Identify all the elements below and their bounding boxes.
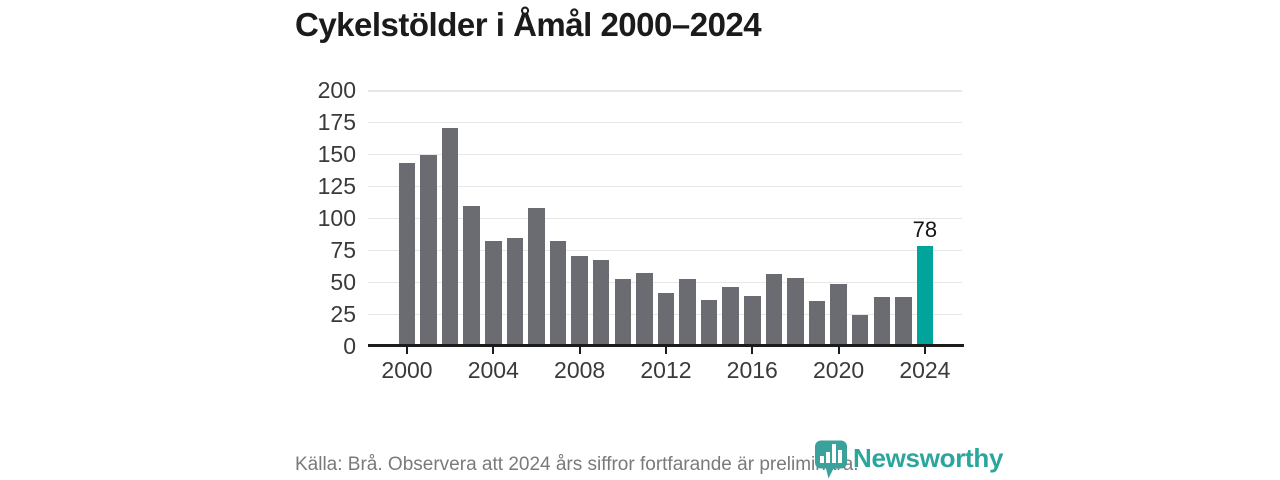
bar-2023 <box>895 296 912 346</box>
gridline-y-175 <box>368 121 962 124</box>
bar-2008 <box>571 256 588 346</box>
x-axis-tick-label: 2004 <box>467 357 519 383</box>
bar-2024 <box>916 245 934 346</box>
chart-title: Cykelstölder i Åmål 2000–2024 <box>295 6 762 43</box>
y-axis-tick-label: 100 <box>317 204 356 231</box>
y-axis-tick-label: 50 <box>330 268 356 295</box>
bar-2018 <box>787 277 804 346</box>
bar-2004 <box>485 240 502 346</box>
y-axis-tick-label: 25 <box>330 300 356 327</box>
y-axis-tick-label: 150 <box>317 140 356 167</box>
source-note: Källa: Brå. Observera att 2024 års siffr… <box>295 454 859 475</box>
x-axis-tick-label: 2000 <box>381 357 433 383</box>
bar-2006 <box>528 207 545 346</box>
gridline-y-75 <box>368 249 962 252</box>
x-axis-tick-2004 <box>492 346 495 354</box>
bar-2021 <box>851 314 869 346</box>
y-axis-tick-label: 125 <box>317 172 356 199</box>
bar-2003 <box>463 206 480 346</box>
bar-2016 <box>744 295 761 346</box>
gridline-y-125 <box>368 185 962 188</box>
x-axis-tick-label: 2016 <box>726 357 778 383</box>
bar-2001 <box>420 155 437 346</box>
bar-value-label: 78 <box>912 216 938 242</box>
bar-2005 <box>506 238 524 346</box>
y-axis-tick-label: 0 <box>343 332 356 359</box>
bar-2000 <box>398 162 416 346</box>
newsworthy-logo: Newsworthy <box>814 440 1003 480</box>
bar-2011 <box>636 272 653 346</box>
bar-2014 <box>700 299 718 346</box>
x-axis-line <box>368 344 964 347</box>
bar-2013 <box>679 279 696 346</box>
gridline-y-100 <box>368 217 962 220</box>
x-axis-tick-2016 <box>751 346 754 354</box>
y-axis-tick-label: 200 <box>317 77 356 103</box>
x-axis-tick-2024 <box>923 346 926 354</box>
y-axis-tick-label: 75 <box>330 236 356 263</box>
newsworthy-wordmark: Newsworthy <box>853 443 1004 473</box>
bar-2009 <box>592 259 610 346</box>
x-axis-tick-label: 2024 <box>899 357 951 383</box>
y-axis-tick-label: 175 <box>317 108 356 135</box>
bar-2022 <box>873 296 890 346</box>
bar-2002 <box>441 128 459 346</box>
bar-2007 <box>549 240 567 346</box>
x-axis-tick-2008 <box>578 346 581 354</box>
gridline-y-50 <box>368 281 962 284</box>
x-axis-tick-2012 <box>664 346 667 354</box>
x-axis-tick-label: 2020 <box>813 357 865 383</box>
gridline-y-200 <box>368 90 962 92</box>
bar-2010 <box>614 279 632 346</box>
bar-2017 <box>765 273 783 346</box>
gridline-y-150 <box>368 153 962 156</box>
x-axis-tick-label: 2012 <box>640 357 692 383</box>
bar-2015 <box>722 286 739 346</box>
bar-2020 <box>830 284 847 346</box>
x-axis-tick-2020 <box>837 346 840 354</box>
x-axis-tick-label: 2008 <box>554 357 606 383</box>
newsworthy-pin-icon <box>815 440 847 479</box>
bar-2019 <box>808 300 826 346</box>
x-axis-tick-2000 <box>406 346 408 354</box>
bar-2012 <box>657 293 675 346</box>
